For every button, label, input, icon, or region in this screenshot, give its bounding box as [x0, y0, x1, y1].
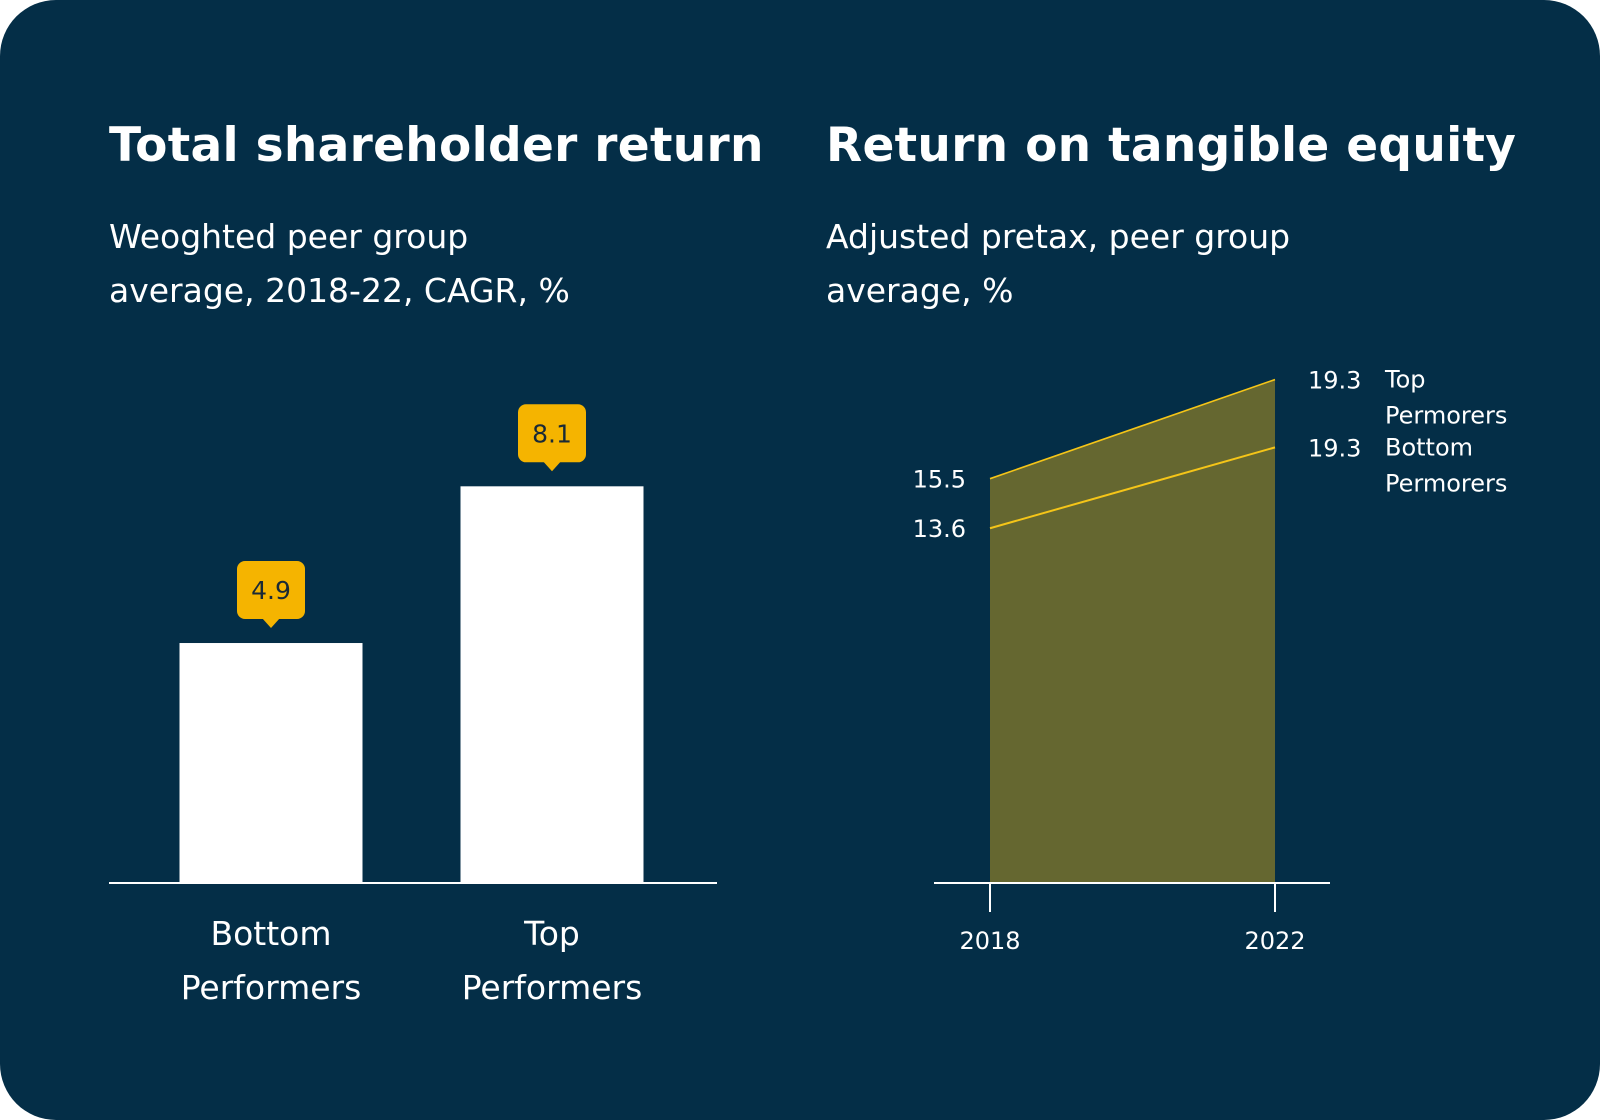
- data-label: 8.1: [532, 419, 572, 448]
- rote-chart-title: Return on tangible equity: [826, 118, 1517, 173]
- category-label: Bottom Performers: [181, 914, 362, 1007]
- value-badge-pointer: [262, 618, 280, 629]
- series-legend-label: Top Permorers: [1384, 366, 1507, 430]
- x-tick-label: 2018: [959, 927, 1020, 955]
- series-line-top: [989, 378, 1276, 480]
- bar: [179, 643, 363, 883]
- category-label: Top Performers: [462, 914, 643, 1007]
- start-value-label: 15.5: [913, 466, 966, 494]
- end-value-label: 19.3: [1308, 434, 1361, 462]
- series-line-bottom: [989, 446, 1276, 530]
- value-badge-pointer: [543, 461, 561, 472]
- value-badge: [237, 561, 305, 620]
- tsr-chart-title: Total shareholder return: [109, 118, 764, 173]
- rote-chart-subtitle: Adjusted pretax, peer group average, %: [826, 217, 1291, 310]
- series-legend-label: Bottom Permorers: [1385, 433, 1507, 497]
- tsr-bar-chart: 4.9 Bottom Performers 8.1 Top Performers: [109, 404, 717, 1007]
- value-badge: [518, 404, 586, 463]
- tsr-chart-subtitle: Weoghted peer group average, 2018-22, CA…: [109, 217, 570, 310]
- bar: [460, 486, 644, 883]
- start-value-label: 13.6: [913, 515, 966, 543]
- x-tick-label: 2022: [1244, 927, 1305, 955]
- area-fill: [990, 379, 1275, 883]
- end-value-label: 19.3: [1308, 367, 1361, 395]
- data-label: 4.9: [251, 576, 291, 605]
